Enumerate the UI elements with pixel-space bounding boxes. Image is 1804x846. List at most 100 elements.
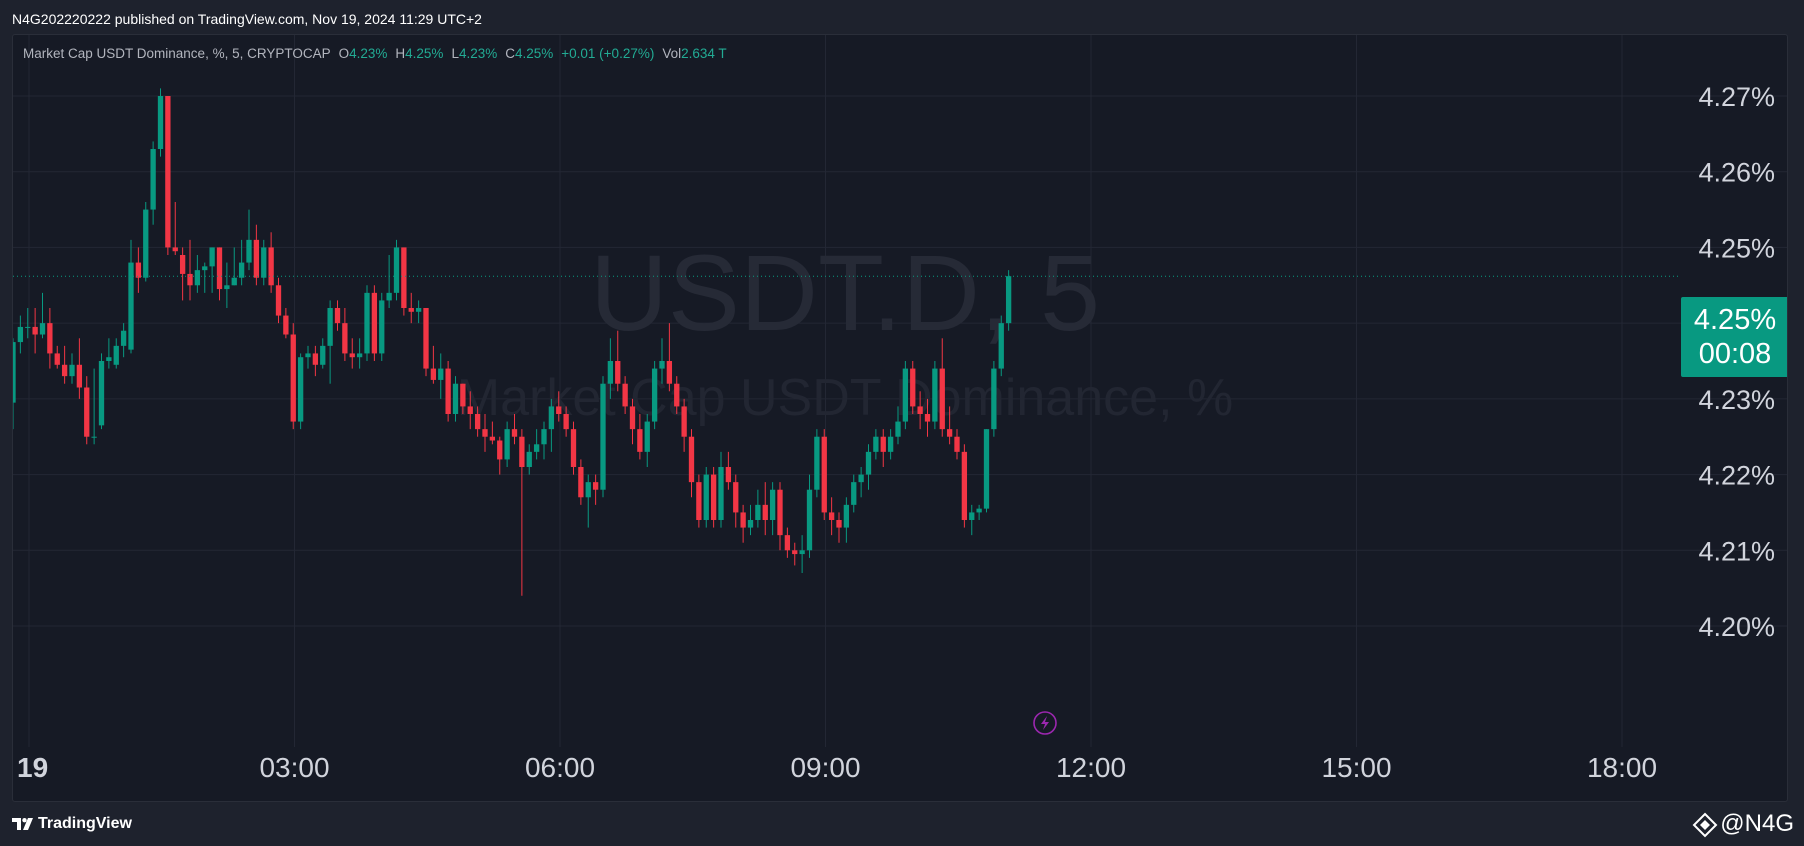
candle <box>312 345 319 377</box>
candle <box>526 444 532 475</box>
candle <box>828 497 835 536</box>
candle <box>932 361 938 430</box>
candle <box>474 406 481 437</box>
candle-body <box>334 308 341 324</box>
candle-body <box>275 285 282 316</box>
candle <box>887 429 894 460</box>
candle-body <box>865 451 872 475</box>
candle <box>54 345 60 369</box>
author-handle[interactable]: @N4G <box>1692 810 1794 838</box>
candle-body <box>312 353 319 365</box>
candle <box>504 421 510 467</box>
candle <box>674 376 680 414</box>
candle-body <box>644 421 650 452</box>
candle <box>814 429 820 498</box>
candle <box>851 474 857 513</box>
x-tick-label: 03:00 <box>259 752 329 783</box>
x-axis[interactable]: 19 03:00 06:00 09:00 12:00 15:00 18:00 <box>17 752 1657 783</box>
candle-body <box>519 436 525 467</box>
candle-body <box>128 262 134 350</box>
candle <box>592 474 599 505</box>
candle-body <box>25 326 31 328</box>
candle-body <box>268 247 274 286</box>
symbol-legend[interactable]: Market Cap USDT Dominance, %, 5, CRYPTOC… <box>23 46 727 61</box>
candle-body <box>792 550 798 555</box>
chart-canvas[interactable]: USDT.D, 5 Market Cap USDT Dominance, % 4… <box>13 35 1788 802</box>
candle-body <box>777 489 783 536</box>
y-tick-label: 4.27% <box>1698 82 1775 112</box>
candle-body <box>438 368 444 380</box>
candle-body <box>54 353 60 365</box>
candle <box>379 292 385 361</box>
candle-body <box>401 247 407 308</box>
legend-change-value: +0.01 (+0.27%) <box>561 46 655 61</box>
candle <box>238 239 245 286</box>
candle-body <box>98 361 105 426</box>
candle-body <box>69 364 75 377</box>
candle <box>452 376 459 422</box>
candle-body <box>474 414 481 430</box>
candle-body <box>408 308 414 312</box>
candle-body <box>637 429 643 452</box>
candle <box>69 353 75 384</box>
candle-body <box>467 406 473 414</box>
candle <box>143 202 149 282</box>
candle-body <box>13 342 16 403</box>
candle <box>246 209 252 271</box>
candle <box>408 292 414 324</box>
candle <box>467 391 473 430</box>
legend-open-label: O <box>338 46 350 61</box>
legend-volume-label: Vol <box>662 46 682 61</box>
candle-body <box>209 247 215 267</box>
candle <box>821 429 827 520</box>
candle-body <box>430 368 437 380</box>
candle-body <box>135 262 142 278</box>
candle-body <box>497 440 503 460</box>
candle-body <box>806 489 813 551</box>
candle <box>902 361 909 430</box>
lightning-icon[interactable] <box>1033 711 1057 735</box>
candle-body <box>261 247 267 278</box>
candle-body <box>703 474 709 520</box>
candle-body <box>570 429 577 467</box>
candle-body <box>887 436 894 452</box>
candle-body <box>526 451 532 467</box>
legend-low-label: L <box>451 46 459 61</box>
candle-body <box>651 368 658 422</box>
candle <box>533 429 540 460</box>
candle-body <box>194 270 201 286</box>
candle <box>84 376 90 445</box>
candle-body <box>969 512 975 520</box>
candle <box>563 406 569 437</box>
candle <box>637 414 643 460</box>
candle <box>696 474 702 528</box>
candle <box>91 368 97 445</box>
candle <box>511 414 518 445</box>
candle-body <box>674 383 680 407</box>
legend-volume-value: 2.634 T <box>681 46 727 61</box>
candle-body <box>556 406 562 414</box>
chart-frame[interactable]: USDT.D, 5 Market Cap USDT Dominance, % 4… <box>12 34 1788 802</box>
candle-body <box>202 266 208 271</box>
candle-body <box>718 467 724 520</box>
candle <box>386 255 392 308</box>
candle-body <box>157 96 164 149</box>
candle <box>342 308 348 361</box>
candle-body <box>143 209 149 278</box>
candle <box>910 361 916 414</box>
candle-body <box>939 368 945 430</box>
candle-body <box>150 149 156 210</box>
candle <box>519 429 525 596</box>
candle <box>460 383 466 414</box>
candle-body <box>356 353 363 358</box>
candle-body <box>600 383 606 490</box>
candle <box>482 414 488 452</box>
candle-body <box>290 334 296 422</box>
tradingview-brand[interactable]: TradingView <box>12 815 132 833</box>
candle-body <box>541 429 547 445</box>
candle <box>17 315 24 354</box>
candle-body <box>932 368 938 422</box>
candle <box>873 429 879 460</box>
legend-symbol[interactable]: Market Cap USDT Dominance, %, 5, CRYPTOC… <box>23 46 331 61</box>
candle <box>356 338 363 369</box>
